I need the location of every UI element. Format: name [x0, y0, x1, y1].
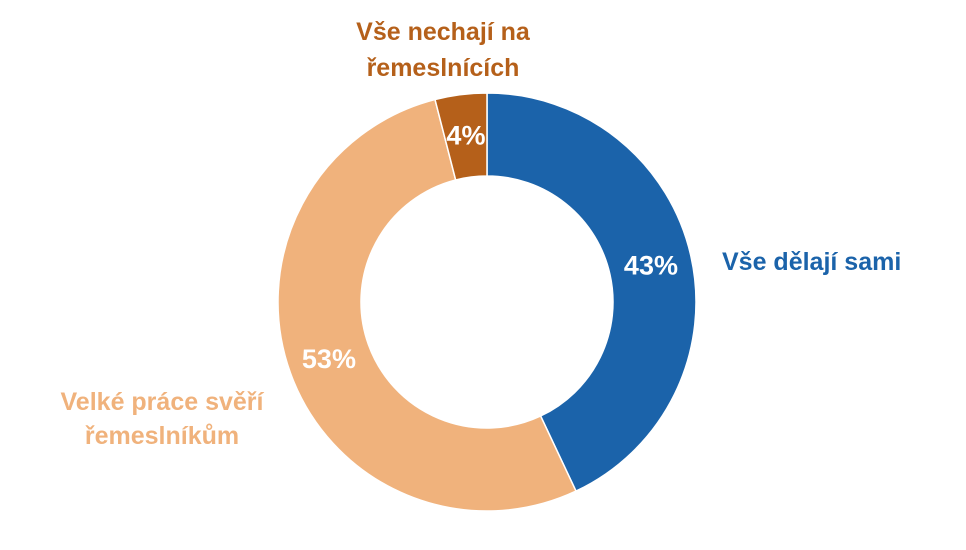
category-label-vse-nechaji-na-remeslnicich: Vše nechají na řemeslnících: [356, 18, 531, 82]
category-label-line: řemeslnících: [367, 54, 520, 82]
donut-slices: [277, 92, 697, 512]
value-label-vse-nechaji-na-remeslnicich: 4%: [446, 120, 485, 150]
slice-vse-delaji-sami: [486, 92, 697, 493]
slice-velke-prace-sveri-remeslnikum: [277, 98, 577, 512]
category-label-line: Vše nechají na: [356, 18, 531, 46]
category-label-velke-prace-sveri-remeslnikum: Velké práce svěří řemeslníkům: [61, 388, 265, 450]
slice-vse-nechaji-na-remeslnicich: [434, 92, 488, 181]
category-label-line: Vše dělají sami: [722, 248, 901, 276]
slice-value-labels: 43% 53% 4%: [302, 120, 678, 374]
value-label-vse-delaji-sami: 43%: [624, 250, 678, 280]
category-label-vse-delaji-sami: Vše dělají sami: [722, 248, 901, 276]
category-label-line: řemeslníkům: [85, 422, 239, 450]
value-label-velke-prace-sveri-remeslnikum: 53%: [302, 344, 356, 374]
category-label-line: Velké práce svěří: [61, 388, 265, 416]
category-labels: Vše dělají sami Velké práce svěří řemeslní…: [61, 18, 902, 450]
